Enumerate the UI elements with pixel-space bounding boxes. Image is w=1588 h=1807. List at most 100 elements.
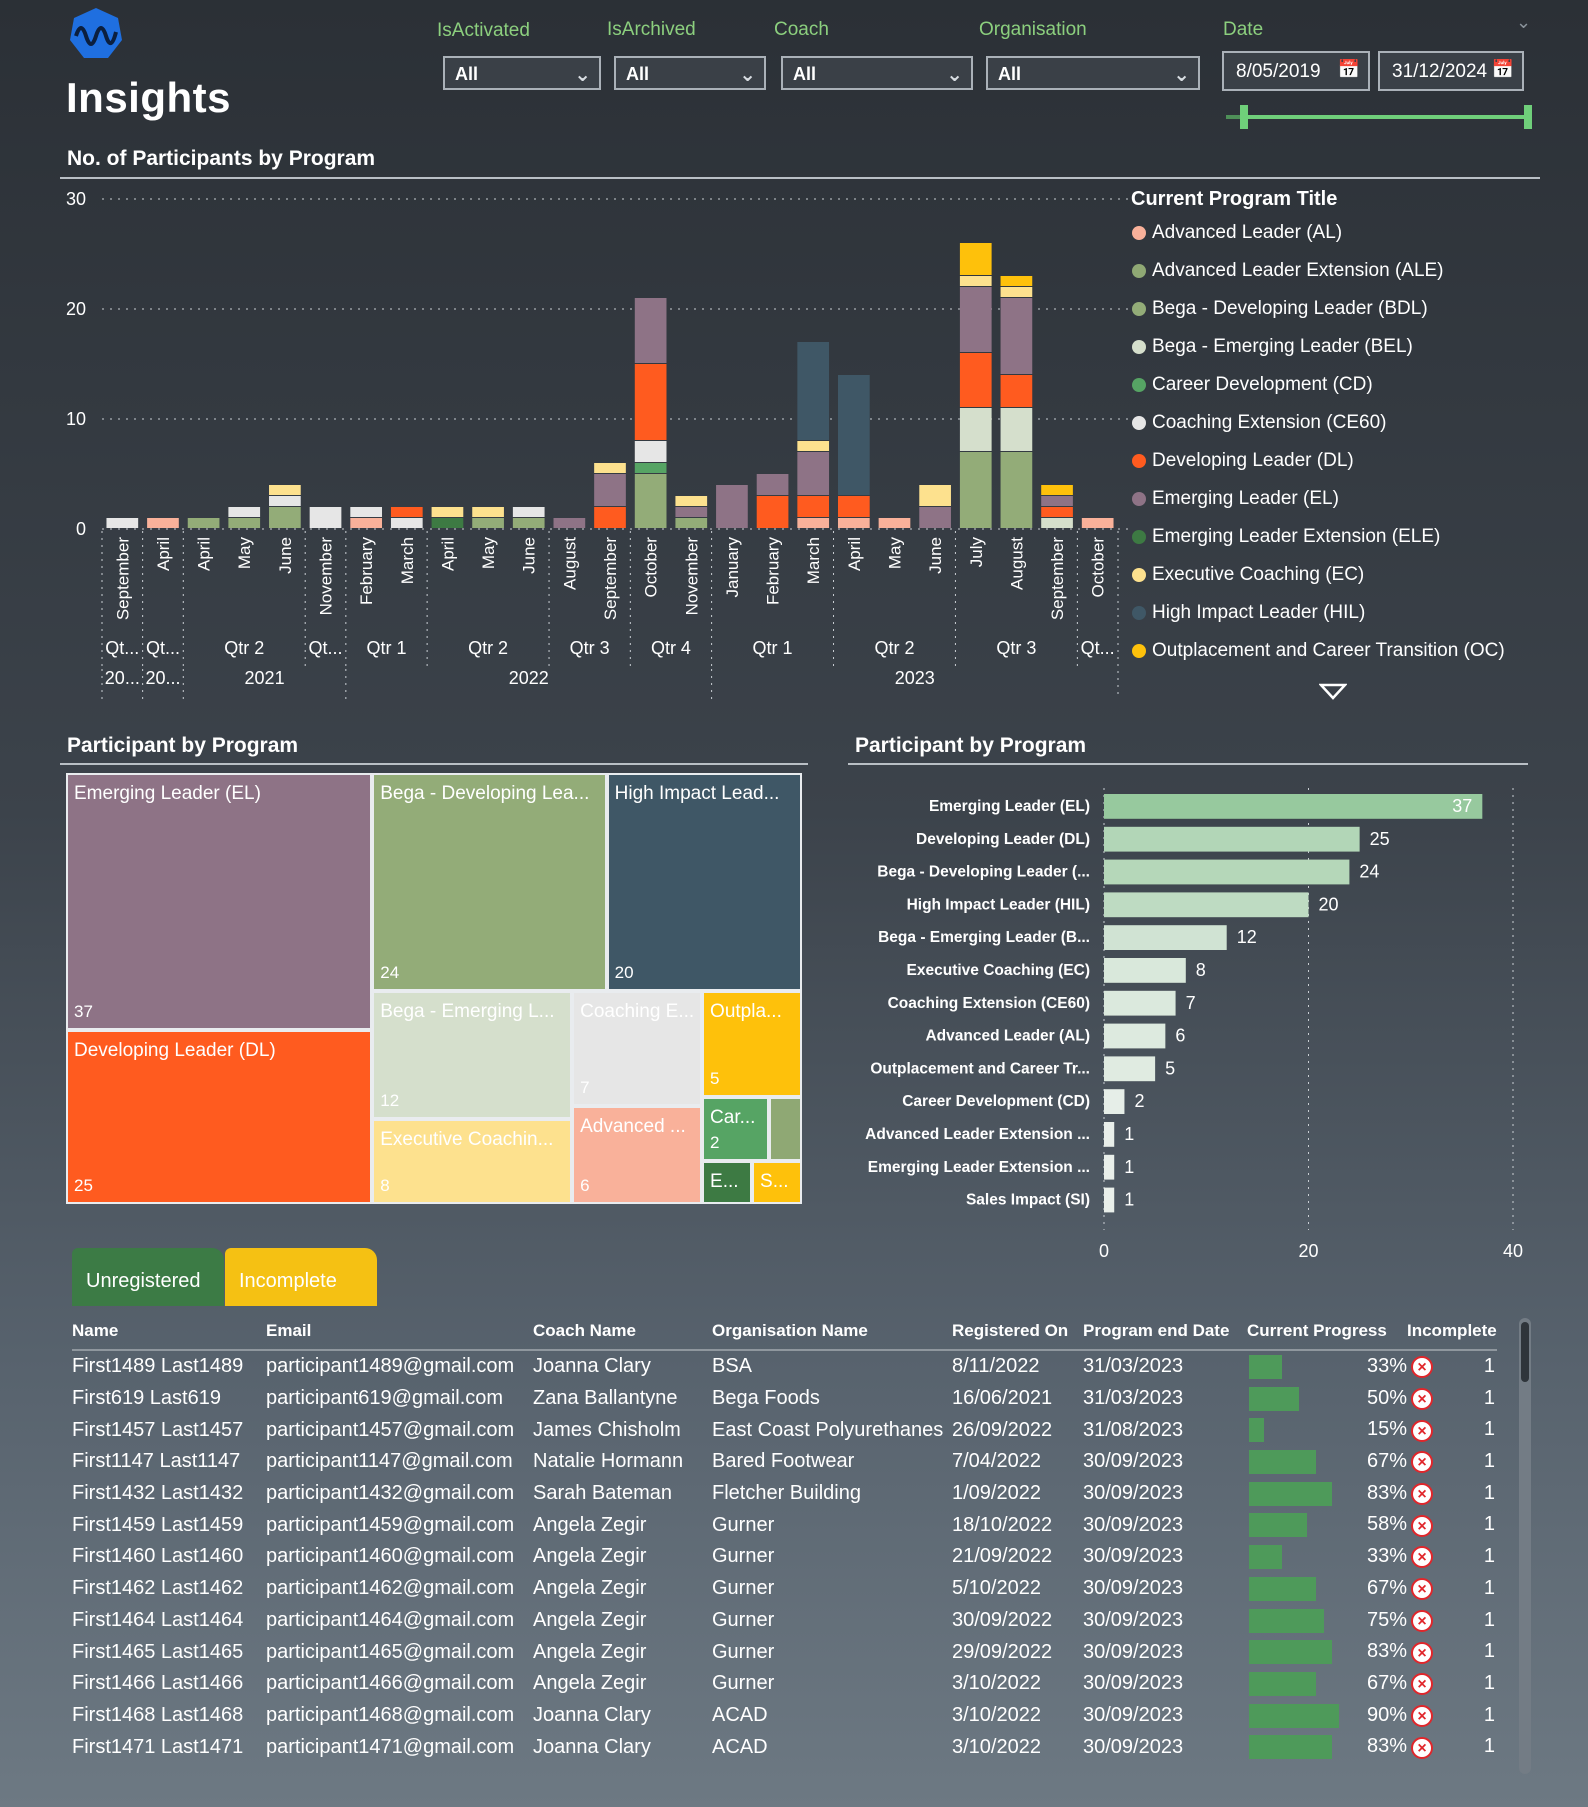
- table-row[interactable]: First1147 Last1147 participant1147@gmail.…: [72, 1446, 1497, 1478]
- bar-segment[interactable]: [187, 518, 220, 528]
- bar-segment[interactable]: [1041, 518, 1073, 528]
- bar-segment[interactable]: [797, 452, 830, 495]
- tab-incomplete[interactable]: Incomplete: [225, 1248, 377, 1306]
- bar-segment[interactable]: [1081, 518, 1114, 528]
- date-start-input[interactable]: 8/05/2019 📅: [1222, 51, 1370, 91]
- bar-segment[interactable]: [1041, 507, 1073, 517]
- bar-segment[interactable]: [350, 507, 383, 517]
- bar-segment[interactable]: [512, 518, 545, 528]
- isarchived-dropdown[interactable]: All ⌄: [614, 56, 766, 90]
- bar-segment[interactable]: [553, 518, 586, 528]
- bar-segment[interactable]: [594, 474, 626, 506]
- bar-segment[interactable]: [309, 507, 342, 528]
- bar[interactable]: [1104, 990, 1176, 1016]
- bar-segment[interactable]: [675, 518, 708, 528]
- bar-segment[interactable]: [634, 298, 667, 363]
- bar[interactable]: [1104, 826, 1360, 852]
- legend-item[interactable]: Advanced Leader Extension (ALE): [1132, 252, 1552, 290]
- date-range-slider[interactable]: [1226, 105, 1532, 129]
- bar[interactable]: [1104, 1154, 1115, 1180]
- chevron-down-icon[interactable]: ⌄: [1516, 12, 1532, 32]
- scrollbar-thumb[interactable]: [1521, 1322, 1529, 1382]
- bar-segment[interactable]: [228, 507, 261, 517]
- bar-segment[interactable]: [675, 507, 708, 517]
- bar-segment[interactable]: [269, 485, 301, 495]
- bar-segment[interactable]: [837, 518, 870, 528]
- table-row[interactable]: First1471 Last1471 participant1471@gmail.…: [72, 1731, 1497, 1763]
- slider-start-handle[interactable]: [1240, 105, 1249, 129]
- column-header[interactable]: Organisation Name: [712, 1321, 868, 1340]
- table-row[interactable]: First1432 Last1432 participant1432@gmail.…: [72, 1478, 1497, 1510]
- table-row[interactable]: First1468 Last1468 participant1468@gmail.…: [72, 1700, 1497, 1732]
- bar-segment[interactable]: [959, 353, 992, 407]
- bar-segment[interactable]: [269, 496, 301, 506]
- bar-segment[interactable]: [634, 474, 667, 528]
- column-header[interactable]: Email: [266, 1321, 312, 1340]
- legend-item[interactable]: Bega - Developing Leader (BDL): [1132, 290, 1552, 328]
- bar-segment[interactable]: [959, 408, 992, 451]
- table-row[interactable]: First1457 Last1457 participant1457@gmail.…: [72, 1414, 1497, 1446]
- bar-segment[interactable]: [1000, 276, 1033, 286]
- bar-segment[interactable]: [594, 507, 626, 528]
- bar-segment[interactable]: [269, 507, 301, 528]
- legend-item[interactable]: High Impact Leader (HIL): [1132, 594, 1552, 632]
- treemap-tile[interactable]: S...: [752, 1161, 802, 1204]
- bar-segment[interactable]: [390, 507, 423, 517]
- bar-segment[interactable]: [472, 518, 504, 528]
- legend-item[interactable]: Emerging Leader Extension (ELE): [1132, 518, 1552, 556]
- bar-segment[interactable]: [1000, 298, 1033, 374]
- treemap-tile[interactable]: E...: [702, 1161, 753, 1204]
- bar-segment[interactable]: [837, 375, 870, 495]
- bar[interactable]: [1104, 958, 1186, 983]
- bar-segment[interactable]: [959, 452, 992, 528]
- calendar-icon[interactable]: 📅: [1337, 59, 1360, 79]
- treemap-tile[interactable]: Outpla... 5: [702, 990, 802, 1098]
- column-header[interactable]: Current Progress: [1247, 1321, 1387, 1340]
- legend-item[interactable]: Bega - Emerging Leader (BEL): [1132, 328, 1552, 366]
- bar-segment[interactable]: [959, 243, 992, 275]
- legend-item[interactable]: Coaching Extension (CE60): [1132, 404, 1552, 442]
- treemap-tile[interactable]: Bega - Emerging L... 12: [372, 990, 573, 1119]
- treemap-tile[interactable]: Executive Coachin... 8: [372, 1118, 573, 1204]
- column-header[interactable]: Program end Date: [1083, 1321, 1230, 1340]
- bar[interactable]: [1104, 1089, 1125, 1114]
- column-header[interactable]: Coach Name: [533, 1321, 636, 1340]
- legend-item[interactable]: Advanced Leader (AL): [1132, 214, 1552, 252]
- bar-segment[interactable]: [1000, 452, 1033, 528]
- date-end-input[interactable]: 31/12/2024 📅: [1378, 51, 1524, 91]
- bar-segment[interactable]: [634, 364, 667, 440]
- bar-segment[interactable]: [594, 463, 626, 473]
- legend-item[interactable]: Career Development (CD): [1132, 366, 1552, 404]
- bar-segment[interactable]: [350, 518, 383, 528]
- bar-segment[interactable]: [837, 496, 870, 517]
- bar-segment[interactable]: [797, 496, 830, 517]
- bar-segment[interactable]: [959, 276, 992, 286]
- bar[interactable]: [1104, 925, 1227, 950]
- bar[interactable]: [1104, 859, 1350, 885]
- table-row[interactable]: First1460 Last1460 participant1460@gmail.…: [72, 1541, 1497, 1573]
- bar-segment[interactable]: [1000, 287, 1033, 297]
- bar-segment[interactable]: [431, 518, 464, 528]
- bar-segment[interactable]: [431, 507, 464, 517]
- treemap-tile[interactable]: Advanced ... 6: [572, 1105, 703, 1204]
- table-row[interactable]: First1489 Last1489 participant1489@gmail.…: [72, 1350, 1497, 1383]
- treemap-tile[interactable]: [768, 1097, 802, 1162]
- legend-item[interactable]: Emerging Leader (EL): [1132, 480, 1552, 518]
- bar-segment[interactable]: [1041, 496, 1073, 506]
- treemap-tile[interactable]: Car... 2: [702, 1097, 769, 1162]
- table-row[interactable]: First619 Last619 participant619@gmail.com…: [72, 1383, 1497, 1415]
- bar-segment[interactable]: [919, 507, 951, 528]
- bar-segment[interactable]: [472, 507, 504, 517]
- treemap-tile[interactable]: High Impact Lead... 20: [606, 773, 802, 991]
- legend-item[interactable]: Outplacement and Career Transition (OC): [1132, 632, 1552, 670]
- bar[interactable]: [1104, 1056, 1156, 1082]
- bar-segment[interactable]: [797, 518, 830, 528]
- bar-segment[interactable]: [228, 518, 261, 528]
- column-header[interactable]: Incomplete: [1407, 1321, 1497, 1340]
- table-row[interactable]: First1459 Last1459 participant1459@gmail.…: [72, 1509, 1497, 1541]
- bar[interactable]: [1104, 1122, 1115, 1147]
- legend-scroll-down-icon[interactable]: [1318, 683, 1348, 706]
- table-scrollbar[interactable]: [1519, 1318, 1531, 1774]
- slider-end-handle[interactable]: [1524, 105, 1532, 129]
- coach-dropdown[interactable]: All ⌄: [781, 56, 973, 90]
